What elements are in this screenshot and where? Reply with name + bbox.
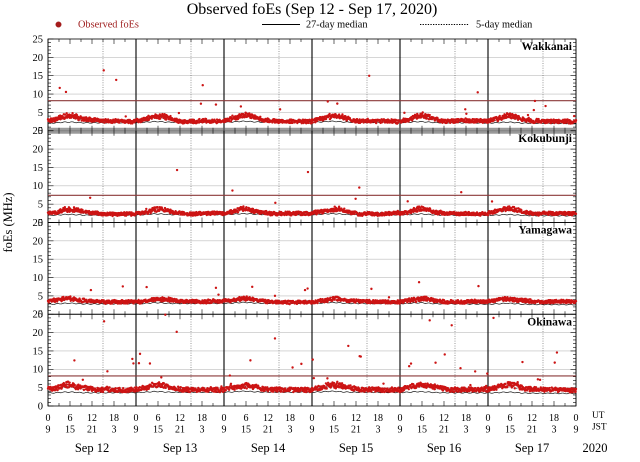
svg-text:15: 15 (33, 71, 44, 82)
svg-text:21: 21 (175, 425, 185, 436)
svg-text:5: 5 (38, 291, 43, 302)
svg-text:3: 3 (376, 425, 381, 436)
svg-text:6: 6 (332, 413, 337, 424)
svg-text:Observed foEs: Observed foEs (78, 20, 139, 31)
svg-text:Wakkanai: Wakkanai (522, 41, 573, 53)
svg-text:6: 6 (508, 413, 513, 424)
svg-text:Yamagawa: Yamagawa (518, 225, 572, 237)
svg-text:9: 9 (574, 425, 579, 436)
svg-text:25: 25 (33, 218, 44, 229)
svg-text:15: 15 (417, 425, 427, 436)
svg-text:5: 5 (38, 108, 43, 119)
svg-text:21: 21 (351, 425, 361, 436)
svg-text:Observed foEs (Sep 12 - Sep 17: Observed foEs (Sep 12 - Sep 17, 2020) (187, 1, 438, 18)
svg-text:Kokubunji: Kokubunji (518, 133, 573, 145)
svg-text:9: 9 (46, 425, 51, 436)
svg-text:10: 10 (33, 89, 44, 100)
svg-text:12: 12 (527, 413, 537, 424)
svg-text:25: 25 (33, 34, 44, 45)
svg-text:6: 6 (244, 413, 249, 424)
svg-text:6: 6 (68, 413, 73, 424)
svg-text:Sep 15: Sep 15 (339, 441, 373, 455)
svg-text:25: 25 (33, 126, 44, 137)
svg-text:12: 12 (439, 413, 449, 424)
svg-text:5-day median: 5-day median (476, 20, 532, 31)
svg-text:0: 0 (46, 413, 51, 424)
svg-text:20: 20 (33, 236, 44, 247)
svg-text:27-day median: 27-day median (306, 20, 367, 31)
svg-text:20: 20 (33, 328, 44, 339)
svg-text:25: 25 (33, 310, 44, 321)
svg-text:18: 18 (285, 413, 295, 424)
svg-text:9: 9 (486, 425, 491, 436)
svg-text:21: 21 (439, 425, 449, 436)
svg-text:JST: JST (592, 423, 607, 433)
svg-text:12: 12 (175, 413, 185, 424)
svg-text:10: 10 (33, 365, 44, 376)
svg-text:5: 5 (38, 383, 43, 394)
svg-text:3: 3 (464, 425, 469, 436)
svg-text:2020: 2020 (583, 441, 608, 455)
svg-text:15: 15 (65, 425, 75, 436)
svg-text:5: 5 (38, 200, 43, 211)
svg-text:9: 9 (134, 425, 139, 436)
svg-text:20: 20 (33, 145, 44, 156)
svg-text:21: 21 (527, 425, 537, 436)
svg-text:15: 15 (33, 346, 44, 357)
svg-text:Okinawa: Okinawa (527, 316, 572, 328)
svg-text:6: 6 (420, 413, 425, 424)
svg-text:3: 3 (112, 425, 117, 436)
svg-text:0: 0 (310, 413, 315, 424)
svg-text:0: 0 (38, 401, 43, 412)
svg-text:Sep 13: Sep 13 (163, 441, 197, 455)
svg-text:Sep 17: Sep 17 (515, 441, 549, 455)
svg-text:10: 10 (33, 273, 44, 284)
svg-text:21: 21 (87, 425, 97, 436)
svg-text:Sep 14: Sep 14 (251, 441, 286, 455)
svg-text:18: 18 (549, 413, 559, 424)
svg-text:3: 3 (552, 425, 557, 436)
svg-text:20: 20 (33, 53, 44, 64)
svg-text:21: 21 (263, 425, 273, 436)
svg-text:15: 15 (329, 425, 339, 436)
svg-text:18: 18 (373, 413, 383, 424)
svg-text:15: 15 (153, 425, 163, 436)
svg-text:0: 0 (574, 413, 579, 424)
svg-text:10: 10 (33, 181, 44, 192)
svg-text:3: 3 (200, 425, 205, 436)
svg-text:Sep 12: Sep 12 (75, 441, 109, 455)
svg-text:15: 15 (33, 255, 44, 266)
svg-text:9: 9 (398, 425, 403, 436)
svg-text:15: 15 (241, 425, 251, 436)
svg-text:15: 15 (505, 425, 515, 436)
svg-text:3: 3 (288, 425, 293, 436)
svg-text:UT: UT (592, 411, 605, 421)
svg-text:0: 0 (398, 413, 403, 424)
svg-text:9: 9 (310, 425, 315, 436)
svg-text:Sep 16: Sep 16 (427, 441, 461, 455)
svg-text:12: 12 (87, 413, 97, 424)
svg-text:9: 9 (222, 425, 227, 436)
svg-text:0: 0 (486, 413, 491, 424)
svg-text:0: 0 (134, 413, 139, 424)
svg-text:12: 12 (351, 413, 361, 424)
svg-text:18: 18 (109, 413, 119, 424)
svg-text:15: 15 (33, 163, 44, 174)
svg-text:18: 18 (197, 413, 207, 424)
svg-text:0: 0 (222, 413, 227, 424)
svg-text:12: 12 (263, 413, 273, 424)
svg-text:6: 6 (156, 413, 161, 424)
svg-text:18: 18 (461, 413, 471, 424)
svg-text:foEs (MHz): foEs (MHz) (1, 192, 15, 252)
